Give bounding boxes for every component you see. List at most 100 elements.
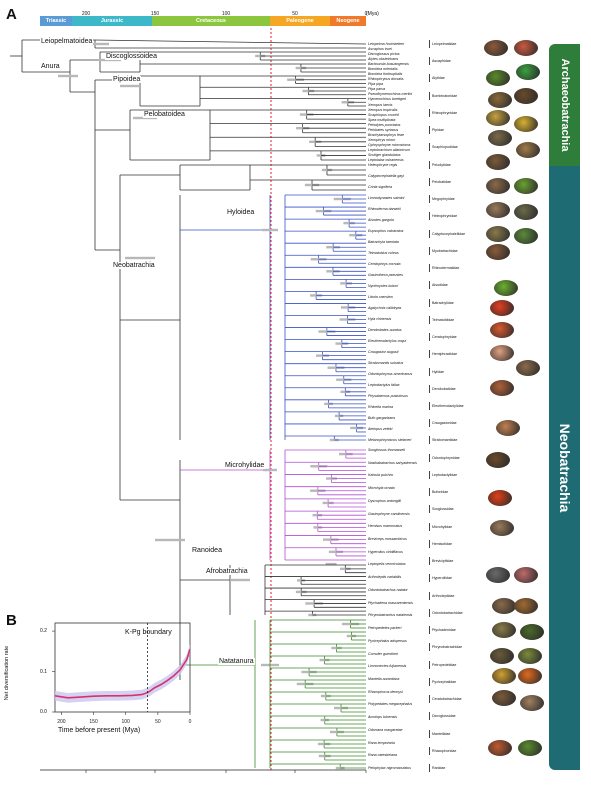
species-label: Bombina orientalis xyxy=(368,67,398,72)
node-age-bar xyxy=(320,718,329,722)
node-age-bar xyxy=(262,228,278,232)
species-label: Xenopus tropicalis xyxy=(368,107,398,112)
family-label: Rhinophrynidae xyxy=(432,110,458,115)
species-label: Polypedates megacephalus xyxy=(368,702,413,707)
species-label: Brachytarsophrys feae xyxy=(368,132,404,137)
frog-photo xyxy=(488,130,512,146)
frog-photo xyxy=(494,280,518,296)
species-label: Scaphiopus couchii xyxy=(368,112,399,117)
frog-photo xyxy=(514,40,538,56)
family-label: Hyperoliidae xyxy=(432,576,452,581)
frog-photo xyxy=(486,178,510,194)
node-age-bar xyxy=(99,58,121,62)
family-bracket xyxy=(429,453,430,462)
family-label: Hylidae xyxy=(432,369,444,374)
species-label: Leptopelis vermiculatus xyxy=(368,562,406,567)
species-label: Pipa pipa xyxy=(368,82,383,87)
species-label: Sooglossus thomasseti xyxy=(368,448,405,452)
family-label: Pipidae xyxy=(432,128,444,133)
frog-photo xyxy=(516,142,540,158)
family-label: Eleutherodactylidae xyxy=(432,404,464,408)
clade-discoglossoidea: Discoglossoidea xyxy=(105,53,158,60)
family-label: Scaphiopodidae xyxy=(432,145,458,150)
species-label: Leptolalax oshanensis xyxy=(368,158,404,162)
family-label: Phrynobatrachidae xyxy=(432,645,463,650)
node-age-bar xyxy=(230,578,250,582)
family-bracket xyxy=(429,419,430,428)
species-label: Microhyla ornata xyxy=(368,486,395,491)
rate-confidence-band xyxy=(55,644,190,703)
species-label: Atelopus zeteki xyxy=(368,427,393,431)
species-label: Gastrotheca pseustes xyxy=(368,273,403,277)
node-age-bar xyxy=(120,84,140,88)
species-label: Dendrobates auratus xyxy=(368,328,402,332)
frog-photo xyxy=(496,420,520,436)
family-label: Leiopelmatidae xyxy=(432,42,457,46)
time-tick-a: 0 xyxy=(364,11,368,17)
family-bracket xyxy=(429,91,430,100)
node-age-bar xyxy=(125,256,155,260)
clade-neobatrachia: Neobatrachia xyxy=(112,262,156,269)
era-triassic: Triassic xyxy=(40,16,72,26)
species-label: Xenopus laevis xyxy=(368,102,393,107)
species-label: Ptychadena mascareniensis xyxy=(368,600,413,605)
family-bracket xyxy=(429,57,430,66)
family-bracket xyxy=(429,522,430,531)
frog-photo xyxy=(514,116,538,132)
species-label: Odorrana margaretae xyxy=(368,727,403,732)
time-tick-a: 100 xyxy=(221,11,231,17)
species-label: Rhinophrynus dorsalis xyxy=(368,77,404,82)
family-bracket xyxy=(429,333,430,342)
frog-photo xyxy=(486,202,510,218)
frog-photo xyxy=(490,520,514,536)
x-tick-label: 0 xyxy=(188,719,192,725)
node-age-bar xyxy=(91,42,109,46)
frog-photo xyxy=(490,345,514,361)
species-label: Rhinella marina xyxy=(368,405,393,409)
family-label: Ceratobatrachidae xyxy=(432,697,462,702)
species-label: Hymenochirus boettgeri xyxy=(368,97,406,102)
frog-photo xyxy=(518,648,542,664)
species-label: Eleutherodactylus coqui xyxy=(368,339,407,343)
family-label: Ptychadenidae xyxy=(432,628,456,633)
era-paleogene: Paleogene xyxy=(270,16,330,26)
frog-photo xyxy=(488,92,512,108)
family-bracket xyxy=(429,608,430,617)
plot-frame xyxy=(54,622,191,713)
family-bracket xyxy=(429,264,430,273)
species-label: Pelodytes punctatus xyxy=(368,122,401,127)
family-label: Arthroleptidae xyxy=(432,593,455,598)
frog-photo xyxy=(514,598,538,614)
era-jurassic: Jurassic xyxy=(72,16,152,26)
species-label: Alsodes gargola xyxy=(368,218,394,222)
family-bracket xyxy=(429,695,430,704)
species-label: Melanophryniscus stelzneri xyxy=(368,438,412,442)
species-label: Discoglossus pictus xyxy=(368,52,400,57)
species-label: Telmatobius culeus xyxy=(368,251,399,255)
family-bracket xyxy=(429,40,430,48)
family-label: Rhinodermatidae xyxy=(432,266,460,271)
frog-photo xyxy=(486,110,510,126)
frog-photo xyxy=(492,622,516,638)
family-label: Myobatrachidae xyxy=(432,248,458,253)
family-label: Ascaphidae xyxy=(432,59,451,64)
species-label: Spea multiplicata xyxy=(368,117,396,122)
family-bracket xyxy=(429,402,430,410)
clade-pipoidea: Pipoidea xyxy=(112,76,142,83)
family-label: Petropedetidae xyxy=(432,662,457,667)
frog-photo xyxy=(484,40,508,56)
species-label: Nasikabatrachus sahyadrensis xyxy=(368,460,417,465)
species-label: Pipa parva xyxy=(368,87,386,92)
node-age-bar xyxy=(324,402,333,406)
family-bracket xyxy=(429,108,430,117)
frog-photo xyxy=(516,64,540,80)
family-bracket xyxy=(429,729,430,738)
species-label: Xenophrys minor xyxy=(368,137,396,142)
species-label: Ceratophrys cornuta xyxy=(368,262,401,266)
family-bracket xyxy=(429,677,430,686)
family-label: Dicroglossidae xyxy=(432,714,456,719)
family-label: Odontophrynidae xyxy=(432,455,460,460)
time-tick-a: 150 xyxy=(150,11,160,17)
species-label: Gastrophryne carolinensis xyxy=(368,511,410,516)
species-label: Amolops loloensis xyxy=(368,715,397,720)
